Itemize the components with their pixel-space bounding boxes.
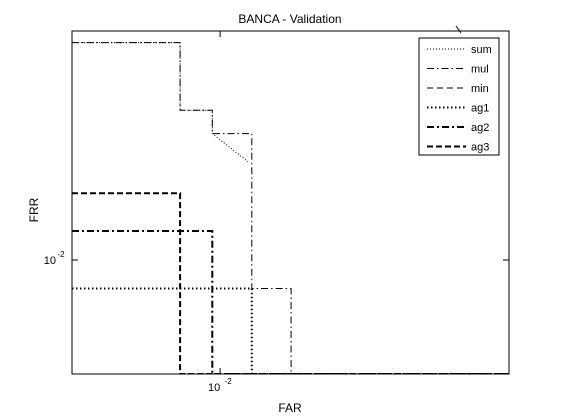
legend-label-ag2: ag2: [471, 122, 489, 134]
x-axis-label: FAR: [278, 401, 302, 415]
legend-label-mul: mul: [471, 64, 489, 76]
legend: sum mul min ag1 ag2 ag3: [418, 37, 500, 156]
legend-label-ag3: ag3: [471, 142, 489, 154]
legend-tick-mark: [455, 25, 462, 34]
series-layer: [72, 42, 509, 374]
series-line-mul: [72, 42, 509, 374]
series-line-ag2: [72, 230, 509, 374]
x-tick-exponent: -2: [225, 377, 233, 386]
x-tick-label: 10: [208, 382, 220, 394]
y-axis-label: FRR: [27, 197, 41, 222]
y-tick-label: 10: [44, 255, 56, 267]
series-line-ag3: [72, 192, 509, 374]
legend-label-min: min: [471, 83, 489, 95]
y-tick-exponent: -2: [57, 250, 65, 259]
legend-label-ag1: ag1: [471, 103, 489, 115]
chart-title: BANCA - Validation: [238, 12, 341, 26]
legend-label-sum: sum: [471, 44, 492, 56]
legend-box: [418, 37, 500, 156]
tick-layer: 10-210-2: [44, 31, 509, 394]
